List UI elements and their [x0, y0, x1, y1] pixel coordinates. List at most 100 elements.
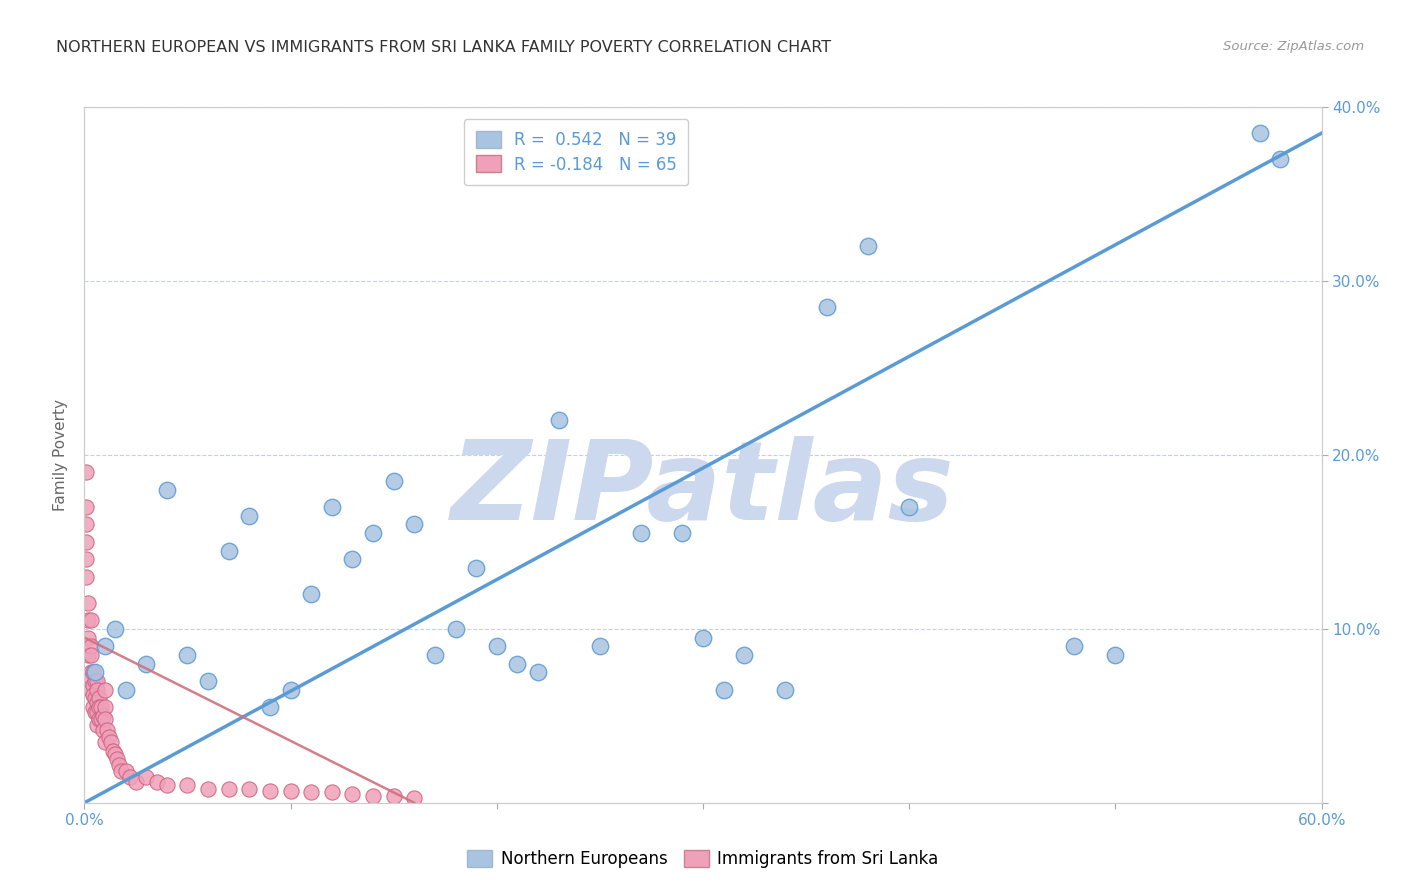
Point — [733, 648, 755, 662]
Point — [280, 783, 302, 797]
Point — [90, 700, 112, 714]
Point — [361, 789, 384, 803]
Point — [238, 508, 260, 523]
Point — [87, 712, 110, 726]
Point — [82, 665, 104, 680]
Point — [299, 785, 322, 799]
Point — [856, 239, 879, 253]
Point — [87, 691, 110, 706]
Point — [713, 682, 735, 697]
Point — [382, 474, 405, 488]
Point — [77, 596, 100, 610]
Point — [404, 517, 426, 532]
Point — [108, 757, 131, 772]
Point — [94, 712, 117, 726]
Point — [79, 648, 101, 662]
Point — [630, 526, 652, 541]
Point — [589, 639, 612, 653]
Point — [79, 671, 101, 685]
Point — [361, 526, 384, 541]
Point — [77, 631, 100, 645]
Point — [79, 639, 101, 653]
Point — [77, 648, 100, 662]
Point — [110, 764, 132, 779]
Point — [91, 708, 114, 723]
Point — [259, 700, 281, 714]
Point — [91, 723, 114, 737]
Point — [547, 413, 569, 427]
Point — [238, 781, 260, 796]
Point — [156, 483, 179, 497]
Point — [86, 682, 108, 697]
Point — [404, 790, 426, 805]
Point — [83, 706, 105, 720]
Point — [218, 543, 240, 558]
Point — [77, 613, 100, 627]
Point — [103, 744, 125, 758]
Point — [671, 526, 693, 541]
Point — [94, 682, 117, 697]
Point — [83, 674, 105, 689]
Point — [423, 648, 446, 662]
Point — [75, 570, 97, 584]
Point — [280, 682, 302, 697]
Point — [104, 747, 127, 761]
Point — [135, 770, 157, 784]
Point — [75, 517, 97, 532]
Legend: R =  0.542   N = 39, R = -0.184   N = 65: R = 0.542 N = 39, R = -0.184 N = 65 — [464, 119, 689, 186]
Point — [118, 770, 141, 784]
Point — [75, 500, 97, 514]
Point — [259, 783, 281, 797]
Point — [105, 752, 128, 766]
Point — [86, 717, 108, 731]
Point — [82, 700, 104, 714]
Point — [90, 712, 112, 726]
Point — [83, 665, 105, 680]
Point — [98, 730, 121, 744]
Point — [1063, 639, 1085, 653]
Point — [75, 534, 97, 549]
Point — [1249, 126, 1271, 140]
Y-axis label: Family Poverty: Family Poverty — [53, 399, 69, 511]
Point — [94, 735, 117, 749]
Point — [94, 700, 117, 714]
Point — [114, 764, 136, 779]
Point — [104, 622, 127, 636]
Point — [86, 706, 108, 720]
Point — [94, 639, 117, 653]
Point — [83, 691, 105, 706]
Point — [692, 631, 714, 645]
Point — [79, 613, 101, 627]
Point — [321, 500, 343, 514]
Point — [75, 466, 97, 480]
Point — [114, 682, 136, 697]
Point — [342, 552, 364, 566]
Point — [145, 775, 167, 789]
Point — [176, 778, 198, 792]
Point — [82, 688, 104, 702]
Point — [86, 695, 108, 709]
Point — [197, 674, 219, 689]
Point — [125, 775, 148, 789]
Point — [197, 781, 219, 796]
Point — [815, 300, 838, 314]
Point — [444, 622, 467, 636]
Point — [527, 665, 550, 680]
Point — [485, 639, 508, 653]
Point — [75, 552, 97, 566]
Point — [79, 665, 101, 680]
Legend: Northern Europeans, Immigrants from Sri Lanka: Northern Europeans, Immigrants from Sri … — [461, 843, 945, 875]
Point — [82, 677, 104, 691]
Point — [1104, 648, 1126, 662]
Point — [465, 561, 488, 575]
Point — [79, 682, 101, 697]
Point — [1270, 152, 1292, 166]
Text: Source: ZipAtlas.com: Source: ZipAtlas.com — [1223, 40, 1364, 54]
Point — [156, 778, 179, 792]
Point — [342, 787, 364, 801]
Text: NORTHERN EUROPEAN VS IMMIGRANTS FROM SRI LANKA FAMILY POVERTY CORRELATION CHART: NORTHERN EUROPEAN VS IMMIGRANTS FROM SRI… — [56, 40, 831, 55]
Point — [898, 500, 921, 514]
Point — [135, 657, 157, 671]
Point — [96, 723, 118, 737]
Text: ZIPatlas: ZIPatlas — [451, 436, 955, 543]
